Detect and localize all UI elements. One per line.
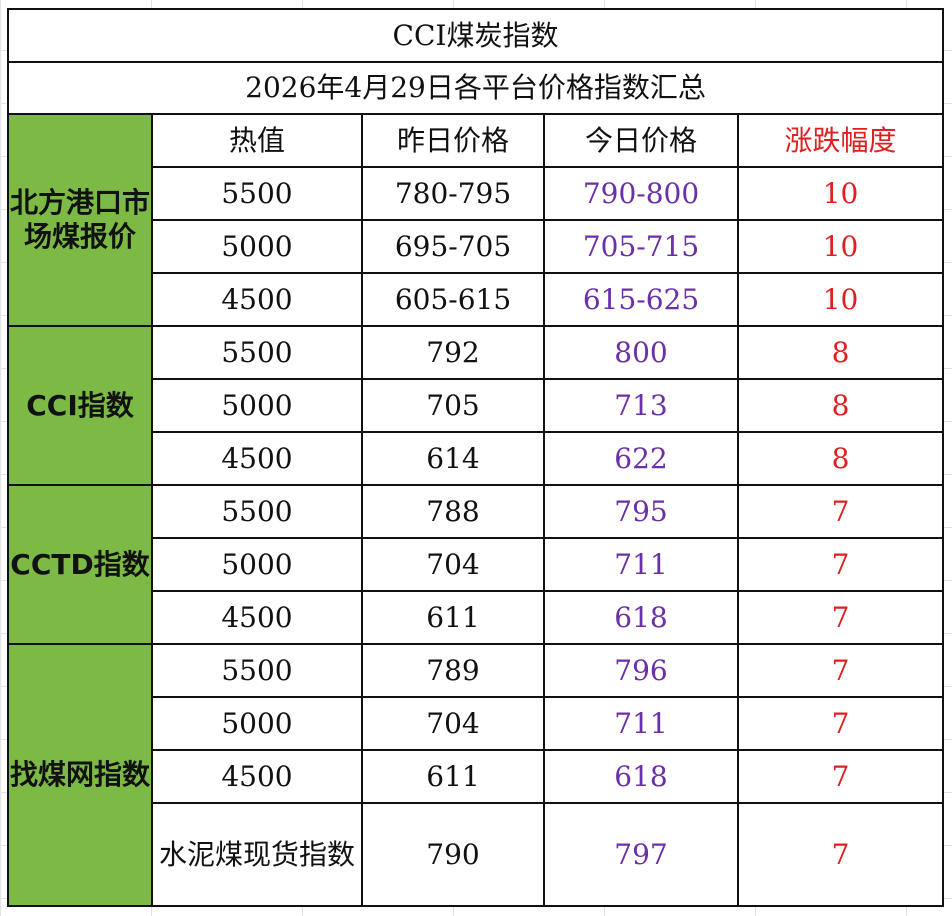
yesterday-price-cell[interactable]: 792 (361, 325, 545, 380)
calorific-cell[interactable]: 4500 (151, 272, 363, 327)
change-cell[interactable]: 7 (736, 590, 945, 645)
group-label-cctd-index[interactable]: CCTD指数 (7, 484, 153, 645)
today-price-cell[interactable]: 797 (543, 802, 739, 907)
calorific-cell[interactable]: 5500 (151, 484, 363, 539)
coal-price-index-table: CCI煤炭指数 2026年4月29日各平台价格指数汇总 北方港口市场煤报价 热值… (6, 8, 945, 907)
change-cell[interactable]: 8 (736, 378, 945, 433)
today-price-cell[interactable]: 795 (543, 484, 739, 539)
yesterday-price-cell[interactable]: 704 (361, 537, 545, 592)
today-price-cell[interactable]: 796 (543, 643, 739, 698)
table-row: 4500 611 618 7 (8, 590, 945, 645)
today-price-cell[interactable]: 618 (543, 749, 739, 804)
today-price-cell[interactable]: 622 (543, 431, 739, 486)
today-price-cell[interactable]: 713 (543, 378, 739, 433)
table-row: CCI指数 5500 792 800 8 (7, 325, 945, 486)
yesterday-price-cell[interactable]: 695-705 (361, 219, 545, 274)
today-price-cell[interactable]: 790-800 (543, 166, 739, 221)
yesterday-price-cell[interactable]: 611 (361, 590, 545, 645)
calorific-cell[interactable]: 4500 (151, 590, 363, 645)
yesterday-price-cell[interactable]: 789 (361, 643, 545, 698)
today-price-cell[interactable]: 705-715 (543, 219, 739, 274)
yesterday-price-cell[interactable]: 611 (361, 749, 545, 804)
change-cell[interactable]: 7 (736, 537, 945, 592)
yesterday-price-cell[interactable]: 705 (361, 378, 545, 433)
table-row: 5000 705 713 8 (8, 378, 945, 433)
table-title[interactable]: CCI煤炭指数 (6, 8, 945, 63)
table-row: 5000 704 711 7 (8, 537, 945, 592)
calorific-cell[interactable]: 5000 (151, 696, 363, 751)
header-row: 北方港口市场煤报价 热值 昨日价格 今日价格 涨跌幅度 (7, 113, 945, 327)
group-label-northern-port[interactable]: 北方港口市场煤报价 (7, 113, 153, 327)
calorific-cell[interactable]: 5500 (151, 643, 363, 698)
table-row: 4500 611 618 7 (8, 749, 945, 804)
change-cell[interactable]: 7 (736, 749, 945, 804)
header-change[interactable]: 涨跌幅度 (736, 113, 945, 168)
header-today-price[interactable]: 今日价格 (543, 113, 739, 168)
header-calorific[interactable]: 热值 (151, 113, 363, 168)
group-label-zhaomei-index[interactable]: 找煤网指数 (7, 643, 153, 907)
change-cell[interactable]: 8 (736, 325, 945, 380)
change-cell[interactable]: 7 (736, 484, 945, 539)
change-cell[interactable]: 10 (736, 166, 945, 221)
table-row: 水泥煤现货指数 790 797 7 (8, 802, 945, 907)
today-price-cell[interactable]: 711 (543, 696, 739, 751)
change-cell[interactable]: 8 (736, 431, 945, 486)
yesterday-price-cell[interactable]: 790 (361, 802, 545, 907)
yesterday-price-cell[interactable]: 780-795 (361, 166, 545, 221)
calorific-cell[interactable]: 5500 (151, 325, 363, 380)
calorific-cell[interactable]: 水泥煤现货指数 (151, 802, 363, 907)
change-cell[interactable]: 7 (736, 696, 945, 751)
yesterday-price-cell[interactable]: 704 (361, 696, 545, 751)
today-price-cell[interactable]: 615-625 (543, 272, 739, 327)
change-cell[interactable]: 7 (736, 643, 945, 698)
table-row: 找煤网指数 5500 789 796 7 (7, 643, 945, 907)
table-row: CCTD指数 5500 788 795 7 (7, 484, 945, 645)
table-row: 5000 704 711 7 (8, 696, 945, 751)
yesterday-price-cell[interactable]: 788 (361, 484, 545, 539)
subtitle-row: 2026年4月29日各平台价格指数汇总 (6, 61, 945, 115)
calorific-cell[interactable]: 5000 (151, 378, 363, 433)
change-cell[interactable]: 7 (736, 802, 945, 907)
calorific-cell[interactable]: 5000 (151, 537, 363, 592)
yesterday-price-cell[interactable]: 605-615 (361, 272, 545, 327)
table-row: 5000 695-705 705-715 10 (8, 219, 945, 274)
calorific-cell[interactable]: 4500 (151, 431, 363, 486)
today-price-cell[interactable]: 800 (543, 325, 739, 380)
change-cell[interactable]: 10 (736, 219, 945, 274)
calorific-cell[interactable]: 5000 (151, 219, 363, 274)
header-yesterday-price[interactable]: 昨日价格 (361, 113, 545, 168)
calorific-cell[interactable]: 5500 (151, 166, 363, 221)
yesterday-price-cell[interactable]: 614 (361, 431, 545, 486)
group-label-cci-index[interactable]: CCI指数 (7, 325, 153, 486)
table-row: 4500 614 622 8 (8, 431, 945, 486)
table-subtitle[interactable]: 2026年4月29日各平台价格指数汇总 (6, 61, 945, 115)
today-price-cell[interactable]: 711 (543, 537, 739, 592)
change-cell[interactable]: 10 (736, 272, 945, 327)
table-row: 4500 605-615 615-625 10 (8, 272, 945, 327)
table-row: 5500 780-795 790-800 10 (8, 166, 945, 221)
calorific-cell[interactable]: 4500 (151, 749, 363, 804)
today-price-cell[interactable]: 618 (543, 590, 739, 645)
title-row: CCI煤炭指数 (6, 8, 945, 63)
